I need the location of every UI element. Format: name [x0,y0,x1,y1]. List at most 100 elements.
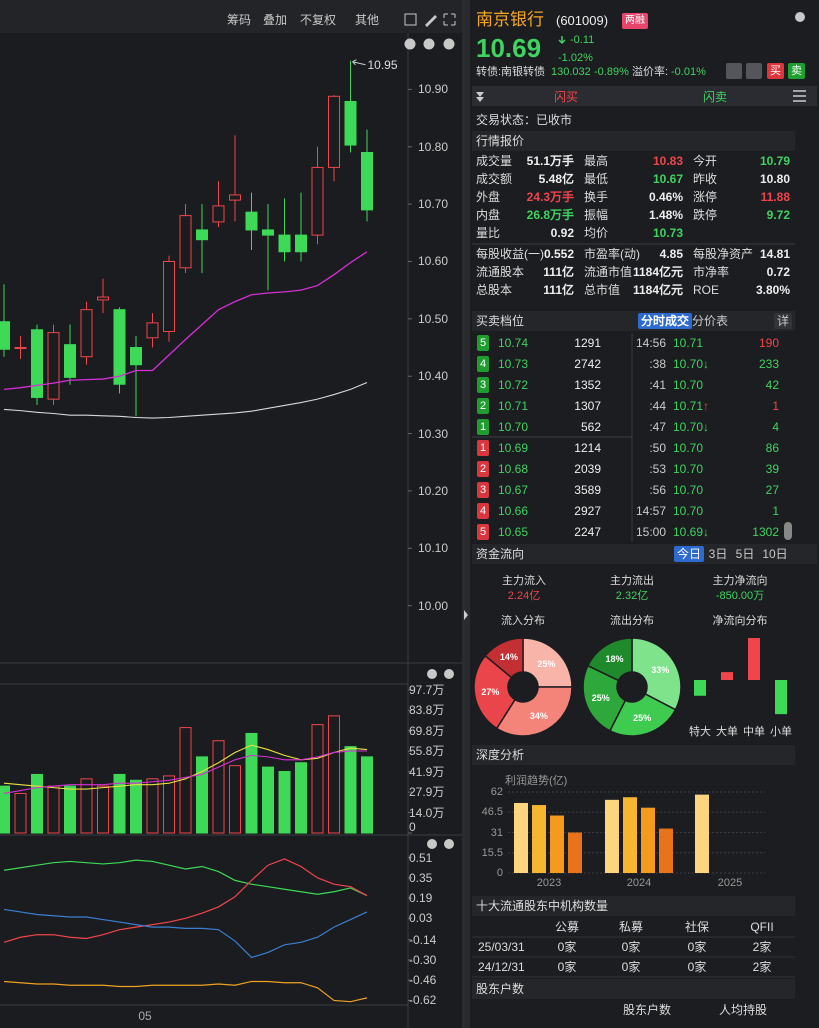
book-price: 10.67 [498,483,529,497]
book-volume: 2247 [574,525,601,539]
y-tick-label: -0.62 [409,993,437,1008]
tab[interactable]: 3日 [708,547,728,561]
profit-bar [532,805,546,873]
toolbar-bg [0,0,462,33]
settings[interactable] [795,12,805,22]
quote-value: 10.79 [759,154,790,168]
sell-button[interactable]: 卖 [788,63,805,79]
table-cell: 2家 [752,960,772,974]
trade-time: 14:56 [635,336,666,350]
toolbar-item[interactable]: 不复权 [300,13,337,27]
menu-icon[interactable] [793,90,806,102]
quote-value: 5.48亿 [538,172,574,186]
quote-value: 0.92 [550,226,574,240]
x-tick-label: 05 [138,1009,152,1023]
profit-bar [659,828,673,873]
layout-icon[interactable] [404,13,417,26]
zoom-in[interactable] [423,38,435,50]
flash-buy[interactable]: 闪买 [553,90,579,104]
trade-volume: 86 [765,441,779,455]
book-price: 10.70 [498,420,529,434]
level-badge: 1 [477,419,490,435]
volume-ma [3,750,367,795]
book-price: 10.74 [498,336,529,350]
trade-price: 10.70 [673,483,704,497]
pane-icons[interactable] [404,12,806,849]
candle-body [311,166,324,236]
net-bar [775,680,787,715]
section-header [472,745,795,765]
quote-label: 均价 [584,226,609,240]
fullscreen-icon[interactable] [443,13,456,26]
y-tick-label: 0 [409,820,416,834]
splitter[interactable] [462,0,470,1028]
tab[interactable]: 分价表 [692,314,729,328]
draw-icon[interactable] [425,15,437,27]
tab[interactable]: 10日 [762,547,788,561]
toolbar-icons[interactable] [404,13,456,27]
indicator-line [3,980,368,1003]
book-volume: 1352 [574,378,601,392]
net-bar [748,638,760,680]
level-badge: 4 [477,356,490,372]
close-pane[interactable] [443,38,455,50]
premium-label: 溢价率: [632,66,669,78]
trade-price: 10.69 [673,525,704,539]
y-tick-label: 10.60 [418,254,449,269]
table-cell: 0家 [557,960,577,974]
buy-button[interactable]: 买 [767,63,784,79]
scrollbar[interactable] [784,522,792,540]
quote-label: 振幅 [584,208,609,222]
toolbar-item[interactable]: 叠加 [263,13,288,27]
alert-btn[interactable] [746,63,762,79]
quote-value: 11.88 [760,190,790,204]
close-pane[interactable] [444,839,454,849]
pie-label: 34% [529,710,548,721]
flow-label: 主力流出 [610,575,654,587]
quote-label: 跌停 [693,208,718,222]
volume-bar [64,785,76,834]
pie-label: 18% [605,654,624,665]
net-category: 特大 [689,726,711,738]
high-label: 10.95 [367,57,398,72]
net-category: 小单 [770,726,792,738]
collapse-icon[interactable] [476,92,484,102]
y-tick-label: 97.7万 [409,682,445,697]
trade-time: 14:57 [635,504,666,518]
close-pane[interactable] [444,669,454,679]
volume-bar [80,778,93,834]
tab[interactable]: 今日 [673,546,705,562]
candle-body [245,211,258,231]
pie-label: 33% [651,664,670,675]
toolbar-item[interactable]: 其他 [355,13,380,27]
book-volume: 562 [580,420,601,434]
y-tick-label: 0.35 [409,870,433,885]
table-header: QFII [750,920,774,934]
settings[interactable] [427,839,437,849]
fund-label: ROE [693,283,720,297]
trade-price: 10.70 [673,504,704,518]
indicator-line [3,859,368,897]
flash-sell[interactable]: 闪卖 [702,90,728,104]
volume-bar [130,779,142,834]
minus-btn[interactable] [726,63,742,79]
table-cell: 0家 [687,940,707,954]
tab[interactable]: 详 [774,313,793,329]
y-tick-label: 10.30 [418,426,449,441]
y-tick-label: 15.5 [481,846,503,859]
book-volume: 2742 [574,357,601,371]
trade-time: :47 [649,420,666,434]
last-price: 10.69 [476,33,542,63]
toolbar-item[interactable]: 筹码 [227,13,252,27]
book-price: 10.72 [498,378,529,392]
volume-bar [295,762,307,834]
settings[interactable] [427,669,437,679]
zoom-out[interactable] [404,38,416,50]
x-tick-label: 2025 [717,877,743,889]
splitter-arrow[interactable] [464,610,468,620]
profit-bar [641,807,655,873]
fund-value: 111亿 [543,265,574,279]
tab[interactable]: 5日 [735,547,755,561]
tab[interactable]: 分时成交 [638,313,693,329]
profit-bar [568,832,582,873]
